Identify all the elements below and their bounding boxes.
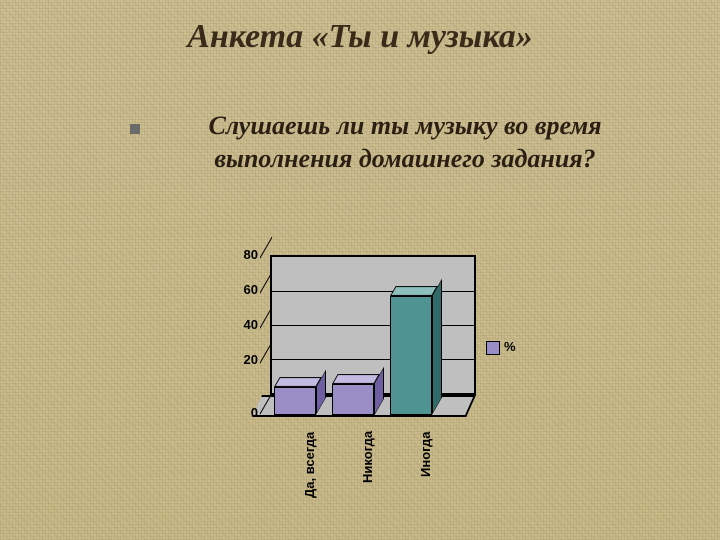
bar-top (274, 377, 322, 387)
slide: Анкета «Ты и музыка» Слушаешь ли ты музы… (0, 0, 720, 540)
gridline (272, 291, 474, 292)
bar-front (274, 387, 316, 415)
bar-front (390, 296, 432, 415)
ytick-label: 80 (230, 247, 258, 262)
ytick-label: 0 (230, 405, 258, 420)
bar-top (332, 374, 380, 384)
gridline (272, 359, 474, 360)
legend-swatch (486, 341, 500, 355)
xtick-label: Иногда (418, 431, 433, 477)
ytick-label: 40 (230, 317, 258, 332)
gridline (272, 325, 474, 326)
survey-question: Слушаешь ли ты музыку во время выполнени… (150, 110, 660, 175)
legend-label: % (504, 339, 516, 354)
bar-top (390, 286, 438, 296)
bar-side (432, 279, 442, 415)
xtick-label: Да, всегда (302, 432, 317, 498)
bar-front (332, 384, 374, 416)
xtick-label: Никогда (360, 431, 375, 483)
bullet-icon (130, 124, 140, 134)
ytick-label: 60 (230, 282, 258, 297)
ytick-label: 20 (230, 352, 258, 367)
bar-chart: 80 60 40 20 0 Да, всегда Никог (230, 255, 530, 505)
slide-title: Анкета «Ты и музыка» (0, 18, 720, 56)
